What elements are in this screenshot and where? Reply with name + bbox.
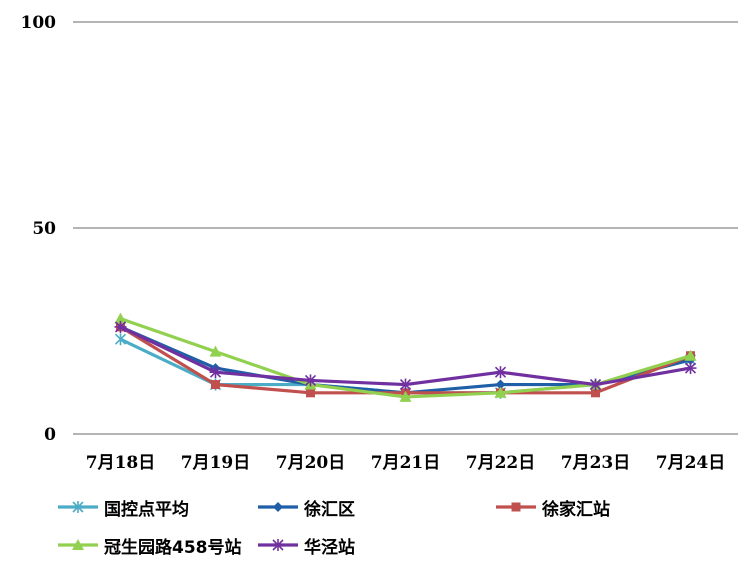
gridlines	[73, 21, 738, 435]
x-axis: 7月18日 7月19日 7月20日 7月21日 7月22日 7月23日 7月24日	[86, 453, 726, 473]
data-point	[209, 366, 222, 379]
line-chart: 0 50 100 7月18日 7月19日 7月20日 7月21日 7月22日 7月23日 7月2…	[21, 13, 738, 473]
legend-item: 徐家汇站	[496, 494, 610, 520]
y-tick-label: 0	[44, 425, 56, 445]
x-tick-label: 7月20日	[276, 453, 346, 473]
data-point	[304, 374, 317, 387]
data-point	[211, 380, 220, 390]
series-line	[119, 325, 691, 387]
data-point	[684, 349, 697, 361]
data-point	[399, 390, 412, 402]
data-point	[494, 386, 507, 398]
x-tick-label: 7月18日	[86, 453, 156, 473]
x-tick-label: 7月22日	[466, 453, 536, 473]
data-point	[494, 366, 507, 379]
legend-swatch	[58, 539, 98, 550]
series-lines	[114, 312, 697, 402]
legend-marker	[272, 539, 284, 551]
legend-label: 国控点平均	[104, 499, 189, 520]
data-point	[306, 388, 315, 398]
legend-swatch	[496, 502, 536, 512]
legend-marker	[511, 502, 521, 512]
legend-swatch	[258, 539, 298, 551]
legend-marker	[72, 501, 84, 513]
data-point	[589, 378, 602, 391]
series-5	[114, 320, 697, 391]
data-point	[114, 320, 127, 333]
x-tick-label: 7月23日	[561, 453, 631, 473]
data-point	[495, 379, 506, 390]
legend-label: 徐家汇站	[542, 499, 610, 520]
y-axis: 0 50 100	[21, 13, 57, 445]
legend-label: 徐汇区	[304, 499, 355, 520]
legend-item: 冠生园路458号站	[58, 532, 242, 558]
data-point	[114, 312, 127, 324]
data-point	[591, 388, 600, 398]
legend-item: 徐汇区	[258, 494, 355, 520]
data-point	[399, 378, 412, 391]
legend-item: 华泾站	[258, 532, 355, 558]
y-tick-label: 100	[21, 13, 57, 33]
legend-label: 华泾站	[304, 537, 355, 558]
legend-label: 冠生园路458号站	[104, 537, 242, 558]
data-point	[114, 333, 127, 346]
data-point	[684, 362, 697, 375]
legend-swatch	[58, 501, 98, 513]
data-point	[209, 345, 222, 357]
y-tick-label: 50	[32, 219, 56, 239]
x-tick-label: 7月24日	[656, 453, 726, 473]
legend-marker	[273, 502, 283, 512]
x-tick-label: 7月21日	[371, 453, 441, 473]
legend-swatch	[258, 502, 298, 512]
legend-marker	[72, 539, 84, 550]
x-tick-label: 7月19日	[181, 453, 251, 473]
legend-item: 国控点平均	[58, 494, 189, 520]
